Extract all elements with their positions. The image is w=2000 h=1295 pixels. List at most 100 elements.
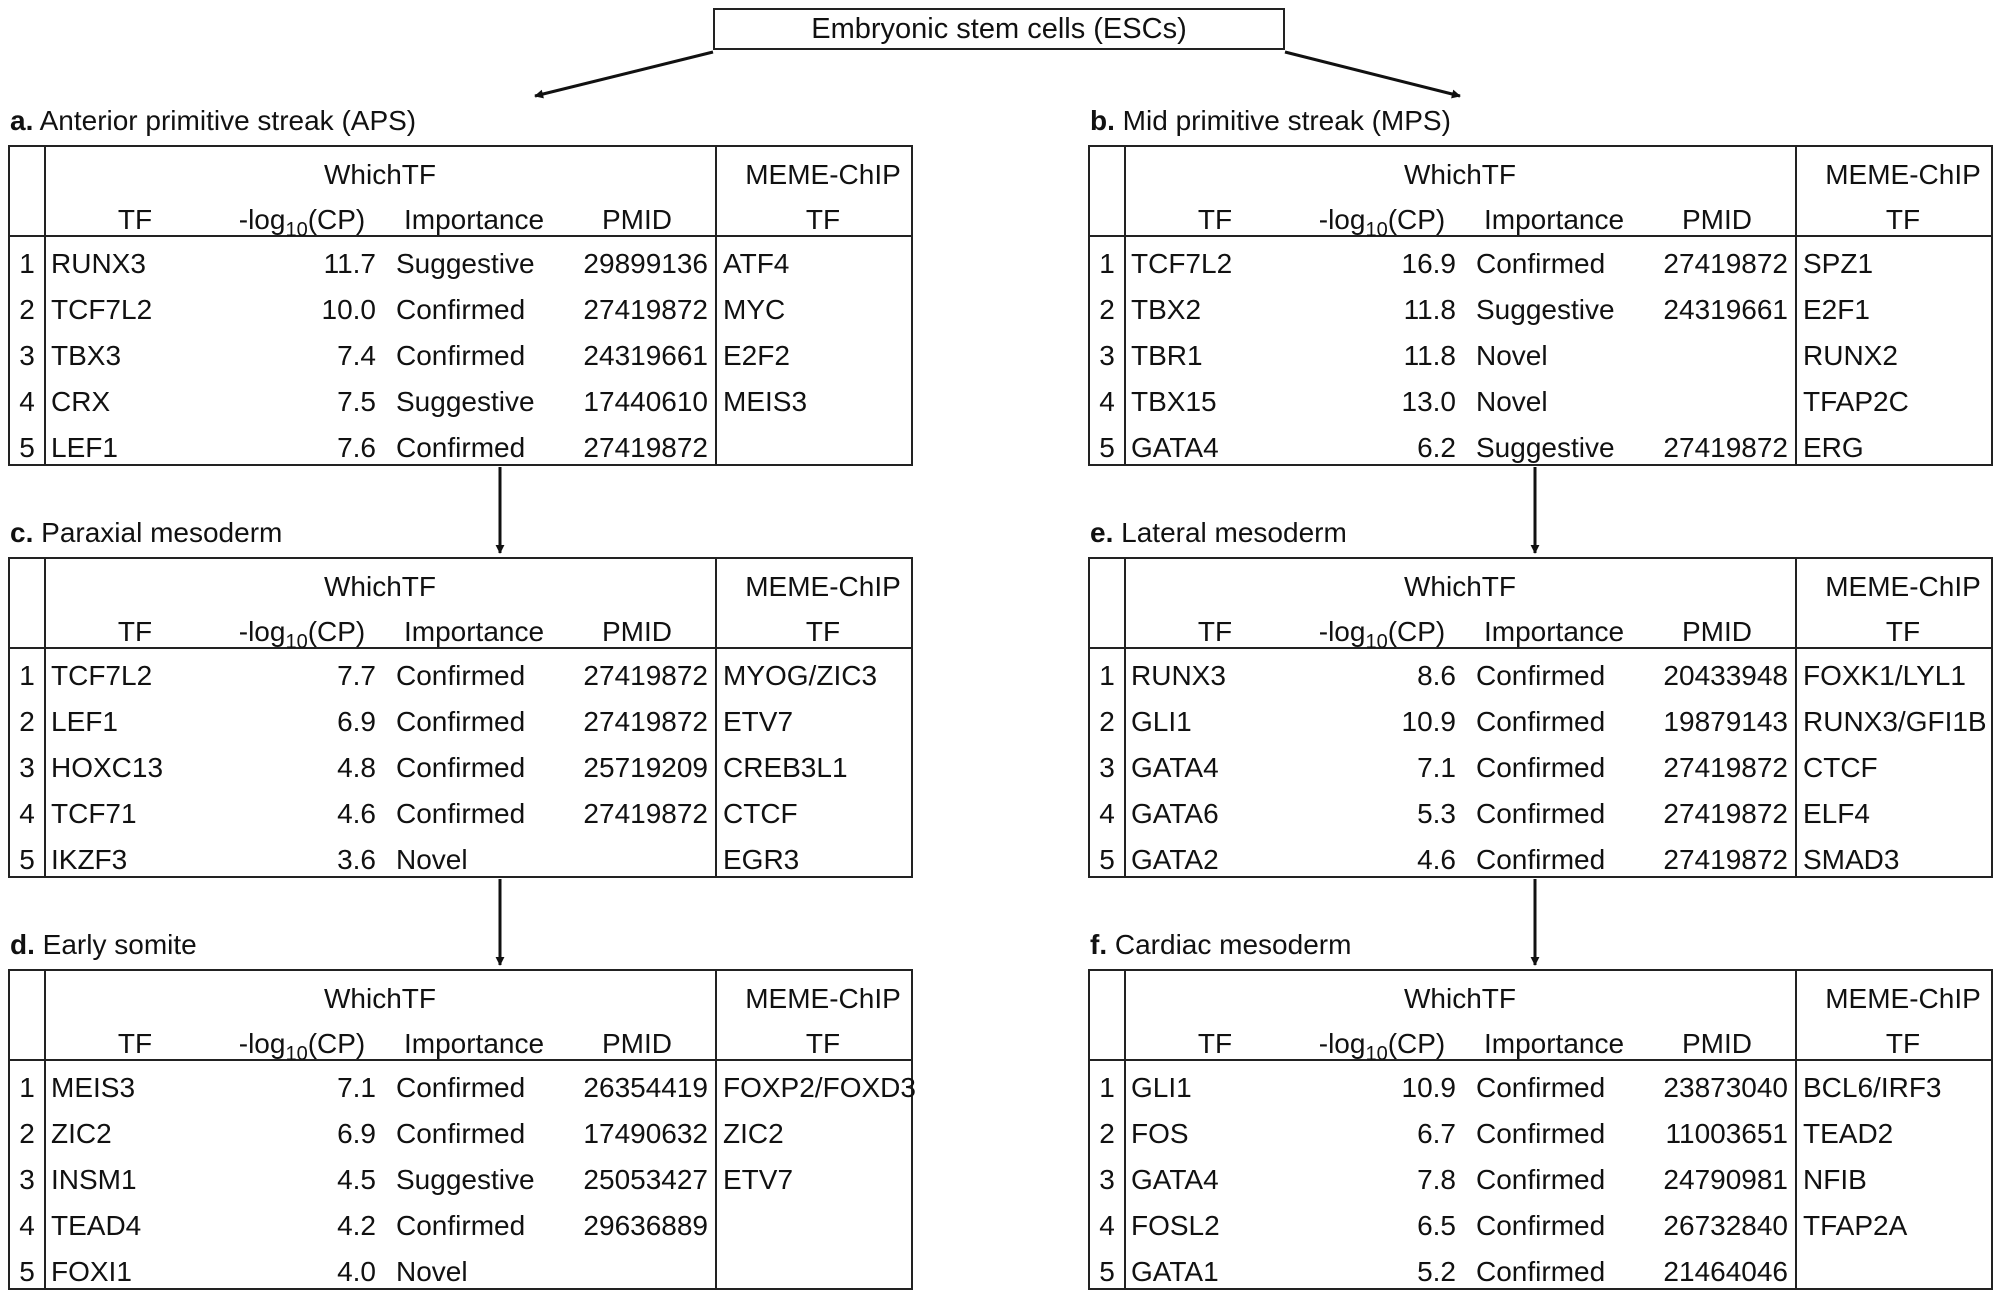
root-node-esc: Embryonic stem cells (ESCs) xyxy=(713,8,1285,50)
log10-cp-cell: 4.0 xyxy=(337,1256,376,1287)
importance-cell: Novel xyxy=(1476,386,1548,417)
header-log-prefix: -log xyxy=(1318,1028,1366,1059)
meme-tf-cell: ERG xyxy=(1803,432,1864,463)
pmid-cell: 24319661 xyxy=(1663,294,1788,325)
header-importance: Importance xyxy=(1483,1028,1625,1059)
header-meme-tf: TF xyxy=(1885,204,1921,235)
log10-cp-cell: 7.7 xyxy=(337,660,376,691)
arrow-esc-to-mps xyxy=(1284,50,1461,99)
meme-tf-cell: NFIB xyxy=(1803,1164,1867,1195)
header-log-prefix: -log xyxy=(238,204,286,235)
panel-title-text: Lateral mesoderm xyxy=(1121,517,1347,548)
tf-table: WhichTF MEME-ChIP TF -log10(CP) Importance PM… xyxy=(1088,145,1993,466)
importance-cell: Confirmed xyxy=(396,798,526,829)
rank-cell: 3 xyxy=(19,340,35,371)
tf-cell: ZIC2 xyxy=(51,1118,112,1149)
header-meme-tf: TF xyxy=(805,1028,841,1059)
tf-cell: GATA4 xyxy=(1131,752,1219,783)
tf-cell: GATA2 xyxy=(1131,844,1219,875)
importance-cell: Suggestive xyxy=(396,248,535,279)
rank-cell: 3 xyxy=(1099,340,1115,371)
tf-cell: FOSL2 xyxy=(1131,1210,1220,1241)
rank-cell: 1 xyxy=(1099,1072,1115,1103)
log10-cp-cell: 11.8 xyxy=(1403,294,1456,325)
tf-cell: MEIS3 xyxy=(51,1072,136,1103)
log10-cp-cell: 4.6 xyxy=(1417,844,1456,875)
header-log-subscript: 10 xyxy=(285,631,308,653)
pmid-cell: 27419872 xyxy=(583,294,708,325)
header-whichtf: WhichTF xyxy=(324,159,436,190)
panel-title-text: Anterior primitive streak (APS) xyxy=(39,105,417,136)
column-divider xyxy=(1124,559,1126,876)
panel-title-text: Mid primitive streak (MPS) xyxy=(1122,105,1451,136)
rank-cell: 5 xyxy=(19,844,35,875)
tf-cell: LEF1 xyxy=(51,706,118,737)
header-log-suffix: (CP) xyxy=(307,1028,366,1059)
panel-title: c. Paraxial mesoderm xyxy=(10,517,282,549)
pmid-cell: 23873040 xyxy=(1663,1072,1788,1103)
importance-cell: Novel xyxy=(1476,340,1548,371)
log10-cp-cell: 3.6 xyxy=(337,844,376,875)
header-log-subscript: 10 xyxy=(285,1043,308,1065)
header-meme-chip: MEME-ChIP xyxy=(1825,571,1981,602)
rank-cell: 2 xyxy=(19,1118,35,1149)
header-meme-chip: MEME-ChIP xyxy=(745,159,901,190)
tf-cell: INSM1 xyxy=(51,1164,137,1195)
pmid-cell: 27419872 xyxy=(583,660,708,691)
importance-cell: Confirmed xyxy=(396,1210,526,1241)
panel-title-text: Paraxial mesoderm xyxy=(41,517,283,548)
rank-cell: 2 xyxy=(1099,1118,1115,1149)
header-importance: Importance xyxy=(1483,204,1625,235)
header-divider xyxy=(10,647,911,649)
header-whichtf: WhichTF xyxy=(1404,983,1516,1014)
header-log-suffix: (CP) xyxy=(1387,204,1446,235)
importance-cell: Confirmed xyxy=(396,1072,526,1103)
importance-cell: Confirmed xyxy=(1476,1210,1606,1241)
column-divider xyxy=(1795,147,1797,464)
header-whichtf: WhichTF xyxy=(324,983,436,1014)
meme-tf-cell: ELF4 xyxy=(1803,798,1870,829)
header-tf: TF xyxy=(117,616,153,647)
tf-cell: TBX3 xyxy=(51,340,122,371)
tf-cell: GLI1 xyxy=(1131,1072,1192,1103)
header-pmid: PMID xyxy=(602,1028,672,1059)
header-whichtf: WhichTF xyxy=(324,571,436,602)
pmid-cell: 20433948 xyxy=(1663,660,1788,691)
meme-tf-cell: CTCF xyxy=(1803,752,1878,783)
importance-cell: Confirmed xyxy=(1476,1256,1606,1287)
header-log-suffix: (CP) xyxy=(1387,1028,1446,1059)
meme-tf-cell: E2F1 xyxy=(1803,294,1870,325)
tf-table: WhichTF MEME-ChIP TF -log10(CP) Importance PM… xyxy=(8,145,913,466)
importance-cell: Confirmed xyxy=(1476,1072,1606,1103)
header-log-subscript: 10 xyxy=(1365,631,1388,653)
importance-cell: Confirmed xyxy=(396,294,526,325)
importance-cell: Novel xyxy=(396,1256,468,1287)
rank-cell: 5 xyxy=(1099,844,1115,875)
header-divider xyxy=(10,1059,911,1061)
meme-tf-cell: FOXK1/LYL1 xyxy=(1803,660,1966,691)
meme-tf-cell: TFAP2C xyxy=(1803,386,1909,417)
header-pmid: PMID xyxy=(602,204,672,235)
rank-cell: 4 xyxy=(1099,798,1115,829)
tf-cell: GATA4 xyxy=(1131,1164,1219,1195)
rank-cell: 4 xyxy=(19,798,35,829)
header-log-prefix: -log xyxy=(238,616,286,647)
meme-tf-cell: RUNX3/GFI1B xyxy=(1803,706,1987,737)
meme-tf-cell: EGR3 xyxy=(723,844,800,875)
meme-tf-cell: MYOG/ZIC3 xyxy=(723,660,878,691)
log10-cp-cell: 5.3 xyxy=(1417,798,1456,829)
header-pmid: PMID xyxy=(1682,616,1752,647)
tf-cell: TCF71 xyxy=(51,798,137,829)
tf-cell: TBX2 xyxy=(1131,294,1202,325)
header-log-subscript: 10 xyxy=(1365,219,1388,241)
panel-title: d. Early somite xyxy=(10,929,197,961)
rank-cell: 1 xyxy=(19,248,35,279)
header-importance: Importance xyxy=(403,616,545,647)
column-divider xyxy=(715,971,717,1288)
pmid-cell: 11003651 xyxy=(1665,1118,1789,1149)
pmid-cell: 21464046 xyxy=(1663,1256,1788,1287)
meme-tf-cell: ZIC2 xyxy=(723,1118,784,1149)
header-pmid: PMID xyxy=(1682,204,1752,235)
meme-tf-cell: E2F2 xyxy=(723,340,790,371)
